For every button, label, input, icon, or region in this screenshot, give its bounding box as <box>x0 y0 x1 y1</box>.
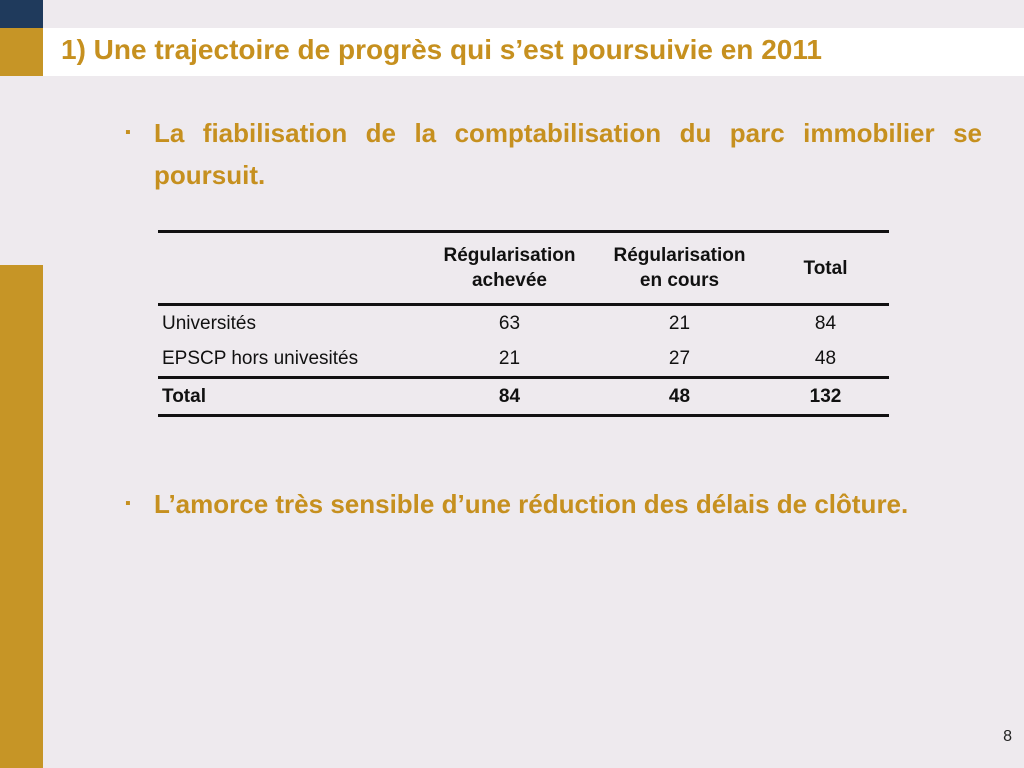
cell-achevee: 63 <box>498 312 521 334</box>
header-line: Régularisation <box>443 245 576 266</box>
header-line: en cours <box>639 270 720 291</box>
total-en-cours: 48 <box>668 385 691 407</box>
page-number: 8 <box>1003 728 1012 745</box>
bullet-item-2: ▪ L’amorce très sensible d’une réduction… <box>125 483 982 525</box>
cell-en-cours: 21 <box>668 312 691 334</box>
table-header-row: Régularisation achevée Régularisation en… <box>158 231 889 305</box>
regularisation-table: Régularisation achevée Régularisation en… <box>158 230 889 417</box>
cell-en-cours: 27 <box>668 347 691 369</box>
bullet-marker-icon: ▪ <box>125 495 131 512</box>
row-label: Universités <box>162 312 256 334</box>
header-line: achevée <box>471 270 547 291</box>
table-row: Universités 63 21 84 <box>158 305 889 342</box>
row-label: EPSCP hors univesités <box>162 347 359 369</box>
bullet-text: L’amorce très sensible d’une réduction d… <box>154 489 909 519</box>
cell-total: 48 <box>814 347 837 369</box>
title-bar: 1) Une trajectoire de progrès qui s’est … <box>43 28 1024 76</box>
total-total: 132 <box>809 385 842 407</box>
header-total: Total <box>803 257 848 279</box>
header-regularisation-en-cours: Régularisation en cours <box>597 232 762 305</box>
header-regularisation-achevee: Régularisation achevée <box>422 232 597 305</box>
table-row: EPSCP hors univesités 21 27 48 <box>158 341 889 378</box>
header-line: Régularisation <box>613 245 746 266</box>
bullet-marker-icon: ▪ <box>125 124 131 141</box>
table-total-row: Total 84 48 132 <box>158 377 889 416</box>
total-label: Total <box>162 385 206 407</box>
cell-total: 84 <box>814 312 837 334</box>
slide-title: 1) Une trajectoire de progrès qui s’est … <box>61 34 822 65</box>
cell-achevee: 21 <box>498 347 521 369</box>
corner-navy-block <box>0 0 43 28</box>
header-empty-cell <box>158 232 422 305</box>
gold-band-side <box>0 265 43 768</box>
gold-band-top <box>0 28 43 76</box>
bullet-item-1: ▪ La fiabilisation de la comptabilisatio… <box>125 112 982 196</box>
bullet-text: La fiabilisation de la comptabilisation … <box>154 118 982 190</box>
total-achevee: 84 <box>498 385 521 407</box>
